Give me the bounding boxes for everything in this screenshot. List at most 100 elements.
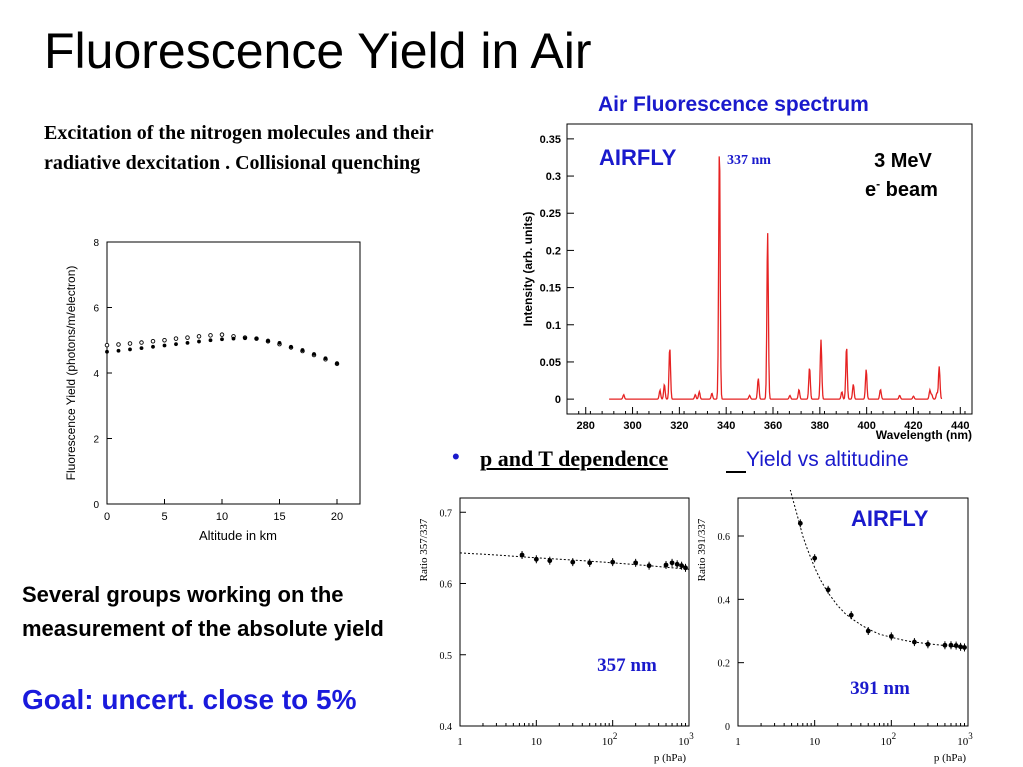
ratio-357-point — [519, 552, 525, 558]
altitude-filled-point — [335, 361, 339, 366]
ratio-357-y-tick-label: 0.4 — [440, 722, 453, 733]
ratio-357-x-tick-label: 10 — [531, 736, 543, 748]
p-t-dependence-label: p and T dependence — [480, 446, 669, 471]
ratio-391-x-tick-label: 102 — [881, 731, 897, 748]
ratio-391-x-tick-label: 1 — [735, 736, 741, 748]
altitude-open-point — [150, 338, 156, 344]
spectrum-x-tick-label: 300 — [623, 420, 641, 432]
altitude-open-point — [173, 336, 179, 341]
ratio-357-point — [663, 562, 669, 568]
altitude-filled-point — [243, 336, 247, 341]
altitude-x-tick-label: 20 — [331, 511, 343, 523]
p-t-underline-extension — [726, 471, 746, 473]
ratio-391-point — [948, 642, 954, 648]
ratio-airfly-label: AIRFLY — [851, 506, 929, 531]
altitude-y-tick-label: 6 — [93, 304, 99, 315]
ratio-391-point — [942, 642, 948, 648]
spectrum-chart: 280 300 320 340 360 380 400 420 440 0 0.05 0.1 0.15 0… — [521, 123, 973, 442]
altitude-filled-point — [277, 340, 282, 345]
ratio-357-point — [610, 559, 616, 565]
spectrum-x-label: Wavelength (nm) — [876, 428, 972, 442]
spectrum-x-tick-label: 360 — [764, 420, 782, 432]
ratio-391-point — [825, 587, 831, 593]
altitude-filled-point — [174, 342, 178, 347]
altitude-y-tick-label: 8 — [93, 238, 99, 249]
several-groups-text: Several groups working on the measuremen… — [22, 582, 384, 641]
spectrum-y-tick-label: 0 — [555, 394, 561, 406]
altitude-open-point — [219, 332, 225, 337]
altitude-filled-point — [231, 336, 236, 341]
ratio-357-y-label: Ratio 357/337 — [418, 518, 430, 581]
ratio-357-point — [633, 560, 639, 566]
spectrum-y-tick-label: 0.2 — [546, 245, 561, 257]
ratio-391-point — [953, 643, 959, 648]
spectrum-title: Air Fluorescence spectrum — [598, 93, 869, 116]
spectrum-y-tick-label: 0.35 — [540, 134, 561, 146]
altitude-open-point — [208, 333, 213, 338]
spectrum-y-tick-label: 0.1 — [546, 320, 561, 332]
altitude-filled-point — [151, 344, 155, 349]
ratio-357-point — [533, 556, 539, 562]
ratio-391-x-label: p (hPa) — [934, 752, 966, 764]
altitude-x-label: Altitude in km — [199, 528, 277, 543]
ratio-391-y-tick-label: 0.4 — [718, 595, 731, 606]
altitude-filled-point — [323, 356, 328, 361]
ratio-391-x-tick-label: 10 — [809, 736, 821, 748]
altitude-y-label: Fluorescence Yield (photons/m/electron) — [64, 266, 78, 481]
ratio-357-point — [683, 565, 688, 571]
ratio-391-point — [797, 520, 803, 526]
ratio-391-y-tick-label: 0.2 — [718, 659, 731, 670]
ratio-357-point — [646, 563, 652, 569]
ratio-391-point — [865, 628, 871, 634]
ratio-357-x-tick-label: 1 — [457, 736, 463, 748]
peak-337-label: 337 nm — [727, 153, 771, 168]
altitude-open-point — [162, 337, 167, 343]
altitude-filled-point — [128, 347, 132, 352]
ratio-357-point — [669, 560, 675, 566]
ratio-391-point — [848, 612, 854, 618]
ratio-357-y-tick-label: 0.7 — [440, 508, 453, 519]
spectrum-chart-frame — [566, 123, 973, 415]
altitude-open-point — [196, 334, 202, 339]
excitation-text: Excitation of the nitrogen molecules and… — [44, 122, 434, 174]
altitude-x-tick-label: 10 — [216, 511, 228, 523]
beam-sup: - — [876, 177, 880, 191]
altitude-open-point — [116, 342, 121, 347]
label-391nm: 391 nm — [850, 678, 910, 699]
ratio-391-y-tick-label: 0 — [725, 722, 730, 733]
bullet-dot: • — [452, 444, 460, 469]
ratio-357-point — [587, 560, 593, 566]
spectrum-y-tick-label: 0.25 — [540, 208, 561, 220]
altitude-filled-point — [185, 340, 190, 345]
energy-label: 3 MeV — [874, 150, 932, 172]
altitude-filled-point — [116, 348, 121, 353]
altitude-yield-chart: 0 5 10 15 20 0 2 4 6 8 Altitude in km Fluorescenc… — [64, 238, 361, 543]
spectrum-x-tick-label: 420 — [904, 420, 922, 432]
spectrum-y-tick-label: 0.15 — [540, 283, 561, 295]
altitude-filled-point — [197, 339, 201, 344]
ratio-391-point — [958, 644, 963, 650]
altitude-filled-point — [254, 336, 259, 341]
ratio-357-point — [570, 559, 576, 565]
beam-prefix: e — [865, 179, 876, 201]
altitude-open-point — [139, 340, 144, 345]
altitude-filled-point — [220, 337, 224, 342]
altitude-x-tick-label: 0 — [104, 511, 110, 523]
ratio-357-x-label: p (hPa) — [654, 752, 686, 764]
altitude-open-point — [104, 342, 110, 348]
altitude-filled-point — [139, 346, 144, 351]
yield-vs-altitude-label: Yield vs altitudine — [746, 448, 909, 471]
spectrum-x-tick-label: 320 — [670, 420, 688, 432]
ratio-391-fit-line — [789, 490, 969, 649]
spectrum-airfly-label: AIRFLY — [599, 145, 677, 170]
goal-text: Goal: uncert. close to 5% — [22, 684, 357, 715]
altitude-filled-point — [105, 349, 109, 354]
spectrum-x-tick-label: 440 — [951, 420, 969, 432]
altitude-filled-point — [208, 338, 213, 343]
spectrum-x-tick-label: 280 — [577, 420, 595, 432]
altitude-filled-point — [289, 344, 293, 349]
ratio-391-point — [962, 645, 967, 650]
ratio-391-chart: 0 0.2 0.4 0.6 1 10 102 103 391 nm p (hPa) Ratio… — [696, 490, 973, 764]
label-357nm: 357 nm — [597, 655, 657, 676]
spectrum-x-tick-label: 400 — [857, 420, 875, 432]
